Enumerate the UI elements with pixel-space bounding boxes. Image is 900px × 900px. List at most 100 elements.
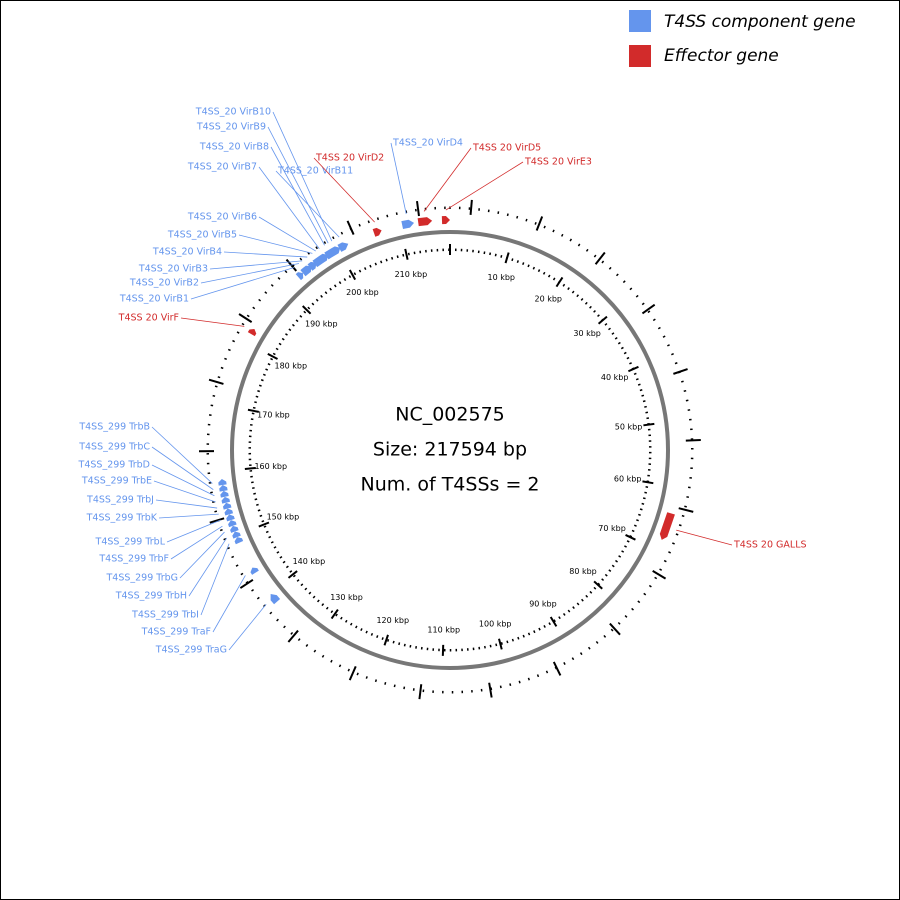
gene-label: T4SS_299 TraF [141, 627, 211, 638]
ring-dot [684, 505, 687, 508]
scale-dot [495, 643, 498, 647]
leader-line [170, 525, 223, 560]
scale-dot [641, 502, 645, 505]
ring-dot [258, 298, 262, 302]
scale-tick [555, 276, 564, 288]
scale-tick [643, 422, 655, 427]
scale-dot [295, 319, 299, 323]
gene-label: T4SS 20 VirD5 [472, 143, 541, 154]
gene-arrow [441, 216, 450, 225]
ring-dot [663, 559, 667, 563]
gene-label: T4SS_299 TrbB [78, 422, 150, 433]
leader-line [275, 170, 340, 238]
scale-dot [620, 346, 624, 350]
ring-dot [376, 217, 380, 221]
scale-dot [538, 627, 541, 631]
leader-line [180, 317, 245, 327]
ring-dot [601, 260, 605, 264]
scale-dot [642, 400, 646, 403]
scale-dot [308, 591, 312, 595]
ring-tick [685, 439, 701, 442]
scale-dot [299, 315, 303, 318]
scale-dot [316, 599, 320, 603]
leader-line [151, 464, 215, 497]
scale-tick [498, 638, 503, 650]
scale-dot [407, 252, 410, 256]
scale-tick [383, 634, 389, 646]
ring-tick [488, 682, 493, 698]
gene-label: T4SS 20 VirE3 [524, 157, 592, 168]
scale-label: 160 kbp [254, 462, 287, 471]
legend-label: T4SS component gene [664, 12, 856, 32]
ring-dot [678, 524, 682, 527]
scale-dot [391, 256, 394, 260]
ring-tick [673, 368, 688, 375]
ring-tick [346, 220, 355, 235]
scale-dot [252, 406, 256, 409]
scale-dot [288, 328, 292, 332]
gene-arrow [247, 328, 257, 337]
leader-line [390, 142, 407, 215]
ring-dot [668, 551, 672, 554]
legend-swatch [629, 45, 651, 67]
leader-line [258, 166, 320, 249]
leader-line [258, 216, 316, 252]
scale-dot [618, 555, 622, 558]
scale-dot [254, 401, 257, 404]
scale-label: 120 kbp [376, 616, 409, 625]
ring-dot [499, 685, 502, 689]
scale-dot [571, 290, 575, 294]
ring-dot [315, 246, 318, 250]
ring-dot [683, 389, 687, 393]
ring-dot [365, 676, 368, 679]
leader-line [155, 499, 218, 509]
scale-dot [633, 372, 637, 376]
scale-dot [589, 590, 593, 594]
ring-dot [305, 644, 309, 647]
scale-dot [511, 638, 514, 642]
ring-dot [643, 592, 647, 596]
gene-arrow [224, 508, 234, 516]
scale-dot [278, 342, 282, 346]
ring-tick [238, 313, 253, 323]
gene-label: T4SS_299 TrbC [78, 442, 150, 453]
ring-dot [220, 366, 224, 370]
ring-tick [348, 665, 357, 681]
leader-line [313, 157, 375, 223]
scale-dot [387, 639, 390, 642]
scale-dot [558, 616, 561, 620]
ring-dot [680, 380, 684, 383]
ring-dot [290, 631, 294, 635]
ring-dot [297, 638, 301, 642]
scale-dot [353, 272, 357, 276]
scale-dot [642, 497, 646, 500]
ring-dot [657, 326, 661, 330]
scale-dot [614, 336, 618, 340]
gene-arrow [337, 242, 349, 252]
gene-label: T4SS_299 TrbG [105, 573, 178, 584]
scale-dot [548, 622, 551, 626]
ring-dot [212, 394, 216, 397]
gene-arrow [230, 525, 239, 533]
scale-dot [644, 491, 648, 494]
legend-label: Effector gene [664, 46, 779, 66]
scale-dot [626, 540, 630, 543]
gene-arrow [295, 272, 304, 281]
ring-dot [569, 238, 573, 242]
scale-label: 210 kbp [395, 270, 428, 279]
scale-dot [562, 612, 566, 616]
ring-dot [256, 596, 260, 600]
scale-dot [567, 287, 570, 291]
ring-dot [340, 231, 344, 235]
ring-dot [283, 625, 286, 629]
ring-dot [637, 600, 641, 604]
scale-dot [537, 269, 541, 273]
ring-tick [469, 199, 473, 215]
scale-dot [629, 534, 633, 538]
ring-dot [313, 649, 317, 653]
ring-dot [393, 684, 396, 688]
scale-dot [562, 283, 566, 287]
gene-arrow [307, 261, 317, 271]
scale-dot [542, 271, 546, 275]
